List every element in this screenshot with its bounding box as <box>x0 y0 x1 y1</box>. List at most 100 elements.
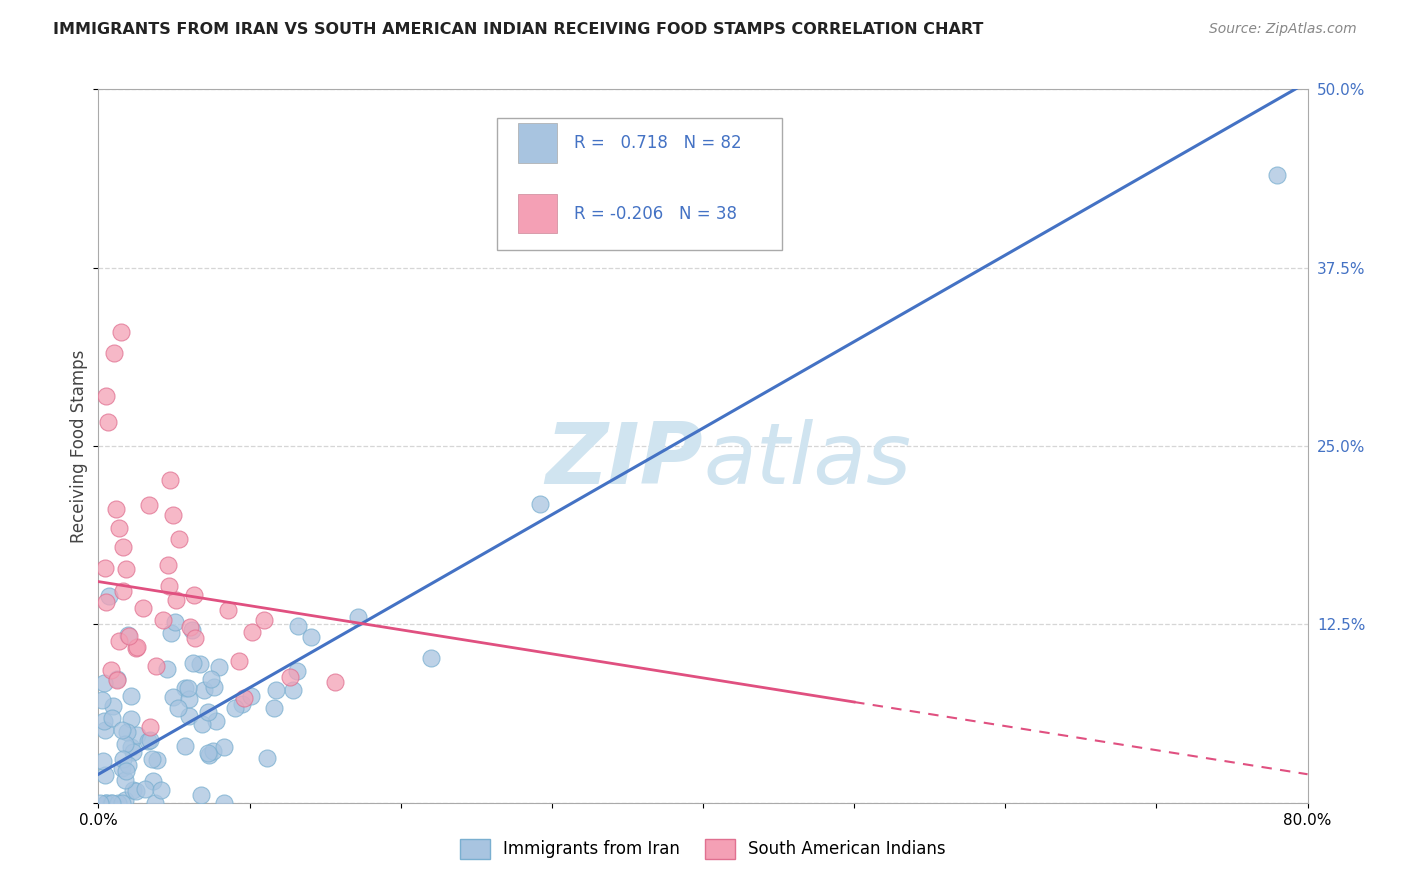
Point <box>117 629 139 643</box>
Point <box>212 740 235 755</box>
Point <box>156 558 179 573</box>
Point <box>177 691 200 706</box>
Point <box>94 723 117 738</box>
FancyBboxPatch shape <box>517 123 557 162</box>
Point <box>183 589 205 603</box>
Point <box>98 589 121 603</box>
Point <box>285 664 308 678</box>
Point <box>115 764 138 779</box>
Point <box>127 640 149 654</box>
Point <box>93 676 115 690</box>
Point <box>108 634 131 648</box>
Text: Source: ZipAtlas.com: Source: ZipAtlas.com <box>1209 22 1357 37</box>
Point <box>145 796 167 810</box>
Point <box>114 773 136 788</box>
Point <box>108 521 131 535</box>
Point <box>132 600 155 615</box>
Point <box>125 784 148 798</box>
Point <box>162 508 184 523</box>
Point <box>125 640 148 655</box>
Point <box>529 497 551 511</box>
Point <box>256 751 278 765</box>
Point <box>202 680 225 694</box>
Point <box>94 796 117 810</box>
Point <box>93 560 115 574</box>
Point <box>91 693 114 707</box>
Point <box>138 498 160 512</box>
Point <box>174 739 197 753</box>
Point <box>165 593 187 607</box>
Point <box>280 670 302 684</box>
Point <box>111 723 134 737</box>
Point <box>228 654 250 668</box>
Point <box>179 620 201 634</box>
Point <box>136 733 159 747</box>
Point <box>96 595 118 609</box>
Text: IMMIGRANTS FROM IRAN VS SOUTH AMERICAN INDIAN RECEIVING FOOD STAMPS CORRELATION : IMMIGRANTS FROM IRAN VS SOUTH AMERICAN I… <box>53 22 984 37</box>
Point <box>89 796 111 810</box>
Point <box>224 700 246 714</box>
Point <box>281 682 304 697</box>
Point <box>120 712 142 726</box>
Point <box>253 613 276 627</box>
Point <box>139 720 162 734</box>
Point <box>201 744 224 758</box>
Point <box>111 796 134 810</box>
Point <box>190 789 212 803</box>
Point <box>145 659 167 673</box>
Text: atlas: atlas <box>703 418 911 502</box>
Point <box>174 681 197 695</box>
Point <box>111 540 134 554</box>
Point <box>184 631 207 645</box>
Point <box>177 681 200 696</box>
Point <box>94 768 117 782</box>
Point <box>160 626 183 640</box>
Point <box>120 739 142 754</box>
Point <box>146 753 169 767</box>
Y-axis label: Receiving Food Stamps: Receiving Food Stamps <box>70 350 89 542</box>
Point <box>114 561 136 575</box>
Point <box>101 796 124 810</box>
Point <box>208 660 231 674</box>
Point <box>217 603 239 617</box>
Point <box>107 796 129 810</box>
Point <box>97 416 120 430</box>
Point <box>156 662 179 676</box>
Point <box>121 783 143 797</box>
Point <box>191 716 214 731</box>
Text: ZIP: ZIP <box>546 418 703 502</box>
Point <box>103 346 125 360</box>
Point <box>197 746 219 760</box>
Point <box>159 579 181 593</box>
Point <box>231 697 253 711</box>
Point <box>121 690 143 704</box>
Point <box>299 630 322 644</box>
Point <box>94 389 117 403</box>
Point <box>232 691 254 706</box>
Point <box>114 793 136 807</box>
Point <box>323 675 346 690</box>
Point <box>141 752 163 766</box>
Point <box>115 724 138 739</box>
Point <box>264 683 287 698</box>
FancyBboxPatch shape <box>498 118 782 250</box>
Point <box>177 708 200 723</box>
Point <box>197 705 219 719</box>
Point <box>240 625 263 640</box>
Point <box>159 473 181 487</box>
Point <box>114 737 136 751</box>
Point <box>347 610 370 624</box>
Point <box>287 619 309 633</box>
Point <box>101 711 124 725</box>
Point <box>105 673 128 688</box>
Point <box>117 758 139 772</box>
Point <box>91 754 114 768</box>
Point <box>122 745 145 759</box>
Point <box>139 733 162 747</box>
Point <box>142 773 165 788</box>
Point <box>162 690 184 705</box>
FancyBboxPatch shape <box>517 194 557 234</box>
Point <box>190 657 212 672</box>
Point <box>105 673 128 687</box>
Point <box>104 501 127 516</box>
